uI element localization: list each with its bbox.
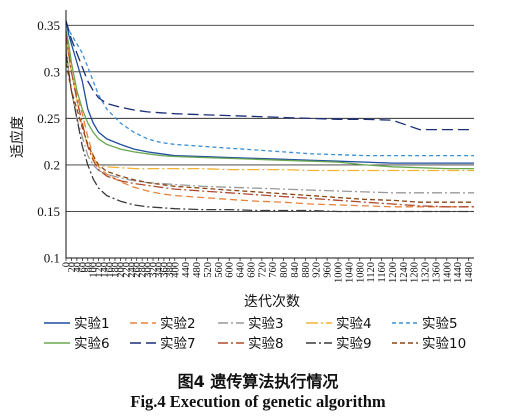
legend-label-5: 实验5 [422, 316, 458, 332]
x-tick-label: 320 [149, 262, 160, 278]
x-tick-label: 1120 [366, 262, 377, 283]
y-tick-label: 0.1 [44, 251, 60, 266]
y-tick-label: 0.3 [44, 64, 60, 79]
series-line-9 [65, 53, 474, 213]
legend-label-8: 实验8 [248, 336, 284, 352]
legend-label-6: 实验6 [74, 336, 110, 352]
series-lines [65, 20, 474, 213]
x-tick-label: 760 [268, 262, 279, 278]
x-tick-label: 340 [154, 262, 165, 278]
x-tick-label: 300 [143, 262, 154, 278]
x-tick-label: 560 [214, 262, 225, 278]
figure-caption-english: Fig.4 Execution of genetic algorithm [130, 392, 386, 411]
x-tick-label: 120 [94, 262, 105, 278]
x-tick-label: 600 [225, 262, 236, 278]
legend-label-4: 实验4 [336, 316, 372, 332]
x-tick-label: 720 [257, 262, 268, 278]
y-tick-label: 0.2 [44, 157, 60, 172]
legend-label-7: 实验7 [160, 336, 196, 352]
series-line-3 [65, 43, 474, 194]
x-tick-label: 640 [236, 262, 247, 278]
x-tick-label: 260 [132, 262, 143, 278]
y-tick-label: 0.35 [37, 18, 60, 33]
series-line-6 [65, 29, 474, 170]
x-tick-label: 1160 [377, 262, 388, 283]
legend-label-3: 实验3 [248, 316, 284, 332]
x-tick-label: 360 [159, 262, 170, 278]
x-tick-label: 1080 [355, 262, 366, 283]
x-tick-label: 1400 [442, 262, 453, 283]
x-tick-label: 220 [121, 262, 132, 278]
x-tick-label: 440 [181, 262, 192, 278]
x-tick-label: 1200 [388, 262, 399, 283]
x-tick-label: 20 [67, 262, 78, 273]
x-tick-label: 380 [165, 262, 176, 278]
figure-caption-chinese: 图4 遗传算法执行情况 [177, 372, 339, 391]
x-tick-label: 0 [62, 262, 73, 267]
x-tick-label: 100 [89, 262, 100, 278]
x-tick-label: 1240 [399, 262, 410, 283]
x-tick-label: 1360 [431, 262, 442, 283]
x-tick-label: 1040 [344, 262, 355, 283]
x-tick-label: 880 [301, 262, 312, 278]
x-tick-label: 520 [203, 262, 214, 278]
x-tick-label: 400 [170, 262, 181, 278]
series-line-8 [65, 34, 474, 208]
x-tick-label: 60 [78, 262, 89, 273]
y-tick-label: 0.25 [37, 111, 60, 126]
x-tick-label: 1440 [453, 262, 464, 283]
x-tick-label: 180 [110, 262, 121, 278]
axes [65, 10, 474, 261]
x-tick-label: 160 [105, 262, 116, 278]
series-line-2 [65, 34, 474, 208]
series-line-10 [65, 62, 474, 203]
series-line-1 [65, 20, 474, 164]
line-chart: 0.10.150.20.250.30.35 020406080100120140… [9, 10, 476, 352]
x-tick-label: 140 [100, 262, 111, 278]
legend-label-10: 实验10 [422, 336, 466, 352]
y-tick-label: 0.15 [37, 204, 60, 219]
x-tick-label: 240 [127, 262, 138, 278]
y-tick-labels: 0.1 0.15 0.2 0.25 0.3 0.35 [37, 18, 60, 266]
series-line-5 [65, 24, 474, 157]
gridlines [66, 24, 474, 259]
x-tick-label: 480 [192, 262, 203, 278]
legend-label-9: 实验9 [336, 336, 372, 352]
x-tick-label: 1000 [334, 262, 345, 283]
x-tick-label: 200 [116, 262, 127, 278]
x-tick-label: 800 [279, 262, 290, 278]
legend-label-2: 实验2 [160, 316, 196, 332]
x-tick-label: 1320 [421, 262, 432, 283]
legend-label-1: 实验1 [74, 316, 110, 332]
legend: 实验1 实验2 实验3 实验4 实验5 实验6 实验7 实验8 实验9 实验10 [44, 316, 466, 352]
x-tick-label: 280 [138, 262, 149, 278]
x-tick-label: 80 [83, 262, 94, 273]
x-tick-label: 1280 [410, 262, 421, 283]
x-axis-title: 迭代次数 [244, 294, 300, 310]
x-tick-label: 680 [246, 262, 257, 278]
x-tick-label: 960 [323, 262, 334, 278]
x-tick-label: 920 [312, 262, 323, 278]
series-line-7 [65, 20, 474, 131]
x-tick-labels: 0204060801001201401601802002202402602803… [62, 262, 476, 283]
x-tick-label: 40 [72, 262, 83, 273]
y-axis-title: 适应度 [9, 116, 26, 158]
x-tick-label: 840 [290, 262, 301, 278]
x-tick-label: 1480 [464, 262, 475, 283]
